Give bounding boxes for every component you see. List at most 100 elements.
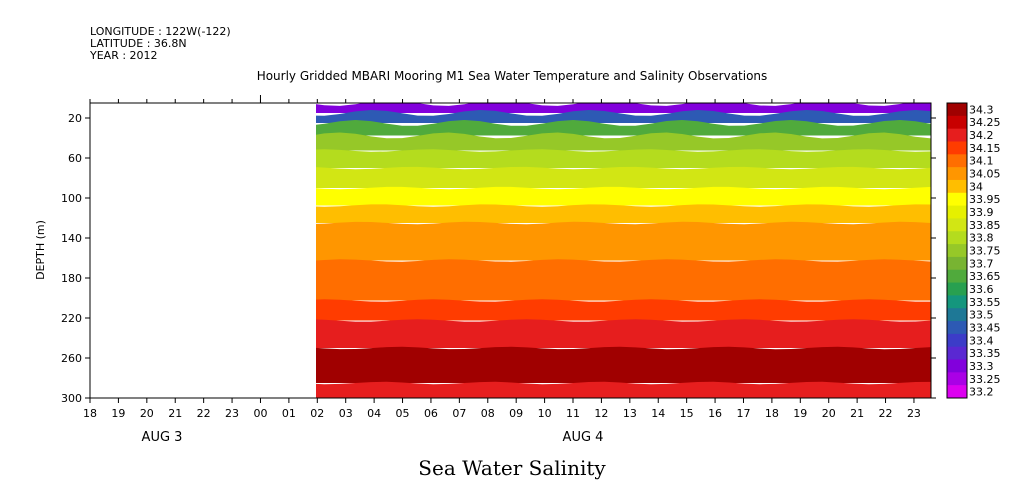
colorbar-swatch	[947, 321, 967, 335]
colorbar-label: 34.15	[969, 142, 1001, 155]
x-tick-label: 17	[736, 407, 750, 420]
colorbar-swatch	[947, 231, 967, 245]
year-label: YEAR : 2012	[89, 49, 158, 62]
y-tick-label: 100	[61, 192, 82, 205]
date-label-aug4: AUG 4	[563, 430, 604, 445]
x-tick-label: 05	[396, 407, 410, 420]
x-tick-label: 16	[708, 407, 722, 420]
salinity-band	[316, 132, 931, 151]
x-tick-label: 23	[907, 407, 921, 420]
salinity-band	[316, 319, 931, 348]
colorbar-frame	[946, 102, 968, 399]
colorbar-label: 33.7	[969, 257, 994, 270]
y-tick-label: 260	[61, 352, 82, 365]
x-tick-label: 01	[282, 407, 296, 420]
plot-frame	[89, 102, 932, 399]
salinity-band	[316, 186, 931, 206]
y-tick-label: 180	[61, 272, 82, 285]
colorbar-swatch	[947, 192, 967, 207]
x-tick-label: 02	[310, 407, 324, 420]
x-tick-label: 03	[339, 407, 353, 420]
y-tick-label: 220	[61, 312, 82, 325]
latitude-label: LATITUDE : 36.8N	[90, 37, 187, 50]
x-tick-label: 06	[424, 407, 438, 420]
y-axis: 20 60 100 140 180 220 260 300	[61, 112, 936, 405]
colorbar-label: 33.65	[969, 270, 1001, 283]
x-tick-label: 20	[822, 407, 836, 420]
x-tick-label: 20	[140, 407, 154, 420]
x-tick-label: 04	[367, 407, 381, 420]
x-tick-label: 18	[83, 407, 97, 420]
y-axis-label: DEPTH (m)	[34, 220, 47, 280]
x-axis: 18 19 20 21 22 23 00 01 02 03 04 05 06 07 08 09 10 11 12 13…	[83, 95, 921, 420]
colorbar-label: 33.5	[969, 309, 994, 322]
salinity-band	[316, 381, 931, 398]
x-tick-label: 19	[793, 407, 807, 420]
date-label-aug3: AUG 3	[142, 430, 183, 445]
colorbar-label: 33.4	[969, 334, 994, 347]
salinity-band	[316, 103, 931, 113]
colorbar-label: 34.1	[969, 155, 994, 168]
colorbar-swatch	[947, 269, 967, 284]
salinity-band	[316, 259, 931, 301]
y-tick-label: 140	[61, 232, 82, 245]
colorbar-swatch	[947, 295, 967, 309]
x-tick-label: 08	[481, 407, 495, 420]
salinity-band	[316, 149, 931, 168]
colorbar-label: 33.55	[969, 296, 1001, 309]
salinity-band	[316, 299, 931, 321]
x-axis-title: Sea Water Salinity	[418, 456, 606, 480]
salinity-band	[316, 204, 931, 223]
x-tick-label: 21	[850, 407, 864, 420]
x-tick-label: 23	[225, 407, 239, 420]
x-tick-label: 09	[509, 407, 523, 420]
colorbar-label: 34.05	[969, 168, 1001, 181]
colorbar-swatch	[947, 282, 967, 296]
colorbar-swatch	[947, 128, 967, 142]
y-tick-label: 300	[61, 392, 82, 405]
colorbar-label: 33.75	[969, 245, 1001, 258]
colorbar-label: 33.45	[969, 321, 1001, 334]
x-tick-label: 12	[594, 407, 608, 420]
x-tick-label: 13	[623, 407, 637, 420]
colorbar: 34.334.2534.234.1534.134.053433.9533.933…	[946, 102, 1001, 399]
colorbar-swatch	[947, 179, 967, 194]
y-tick-label: 20	[68, 112, 82, 125]
colorbar-label: 33.95	[969, 193, 1001, 206]
salinity-band	[316, 110, 931, 123]
x-tick-label: 10	[538, 407, 552, 420]
colorbar-label: 33.35	[969, 347, 1001, 360]
x-tick-label: 15	[680, 407, 694, 420]
x-tick-label: 18	[765, 407, 779, 420]
salinity-band	[316, 120, 931, 136]
colorbar-swatch	[947, 218, 967, 232]
salinity-band	[316, 166, 931, 188]
salinity-band	[316, 221, 931, 261]
colorbar-swatch	[947, 154, 967, 168]
colorbar-swatch	[947, 333, 967, 348]
colorbar-swatch	[947, 359, 967, 373]
colorbar-swatch	[947, 103, 967, 117]
longitude-label: LONGITUDE : 122W(-122)	[90, 25, 231, 38]
colorbar-label: 33.85	[969, 219, 1001, 232]
x-tick-label: 21	[168, 407, 182, 420]
colorbar-label: 34	[969, 180, 983, 193]
x-tick-label: 00	[253, 407, 267, 420]
colorbar-label: 33.25	[969, 373, 1001, 386]
colorbar-label: 33.9	[969, 206, 994, 219]
colorbar-label: 33.6	[969, 283, 994, 296]
colorbar-swatch	[947, 346, 967, 361]
x-tick-label: 22	[197, 407, 211, 420]
salinity-field	[316, 103, 931, 398]
colorbar-swatch	[947, 308, 967, 322]
y-tick-label: 60	[68, 152, 82, 165]
x-tick-label: 19	[111, 407, 125, 420]
colorbar-swatch	[947, 244, 967, 258]
colorbar-swatch	[947, 141, 967, 155]
colorbar-swatch	[947, 115, 967, 130]
colorbar-swatch	[947, 256, 967, 271]
colorbar-swatch	[947, 372, 967, 386]
x-tick-label: 11	[566, 407, 580, 420]
chart-title: Hourly Gridded MBARI Mooring M1 Sea Wate…	[257, 69, 768, 83]
